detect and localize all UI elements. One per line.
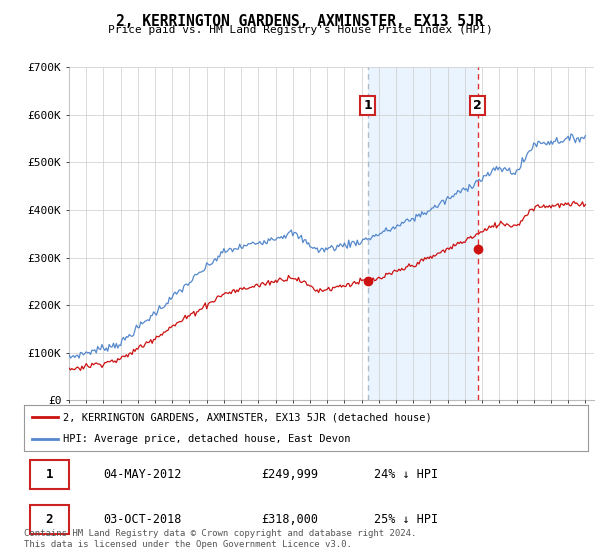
Text: HPI: Average price, detached house, East Devon: HPI: Average price, detached house, East… bbox=[64, 435, 351, 444]
Text: Price paid vs. HM Land Registry's House Price Index (HPI): Price paid vs. HM Land Registry's House … bbox=[107, 25, 493, 35]
FancyBboxPatch shape bbox=[29, 460, 69, 489]
Text: 25% ↓ HPI: 25% ↓ HPI bbox=[374, 513, 438, 526]
Text: 2: 2 bbox=[473, 99, 482, 112]
Text: 04-MAY-2012: 04-MAY-2012 bbox=[103, 468, 181, 481]
Text: £249,999: £249,999 bbox=[261, 468, 318, 481]
Text: £318,000: £318,000 bbox=[261, 513, 318, 526]
Bar bbox=[368, 67, 478, 400]
Text: 2, KERRINGTON GARDENS, AXMINSTER, EX13 5JR: 2, KERRINGTON GARDENS, AXMINSTER, EX13 5… bbox=[116, 14, 484, 29]
FancyBboxPatch shape bbox=[29, 505, 69, 534]
Text: 1: 1 bbox=[46, 468, 53, 481]
Text: 24% ↓ HPI: 24% ↓ HPI bbox=[374, 468, 438, 481]
Text: 2, KERRINGTON GARDENS, AXMINSTER, EX13 5JR (detached house): 2, KERRINGTON GARDENS, AXMINSTER, EX13 5… bbox=[64, 412, 432, 422]
Text: 2: 2 bbox=[46, 513, 53, 526]
Text: Contains HM Land Registry data © Crown copyright and database right 2024.
This d: Contains HM Land Registry data © Crown c… bbox=[24, 529, 416, 549]
Text: 03-OCT-2018: 03-OCT-2018 bbox=[103, 513, 181, 526]
Text: 1: 1 bbox=[363, 99, 372, 112]
